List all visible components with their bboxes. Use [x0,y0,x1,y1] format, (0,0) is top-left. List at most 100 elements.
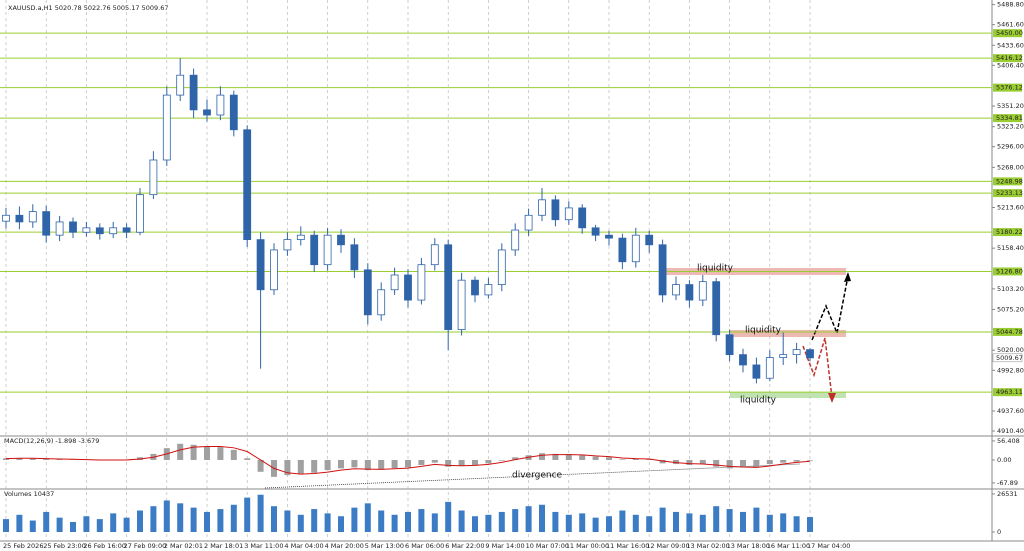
level-label: 5334.81 [996,114,1023,122]
volume-bar [740,511,746,532]
x-tick-label: 10 Mar 07:00 [526,542,569,550]
level-label-bg [993,189,1022,198]
volume-bar [405,511,411,532]
level-label: 5044.78 [996,328,1023,336]
x-tick-label: 17 Mar 04:00 [807,542,850,550]
volume-bar [807,517,813,532]
candle-body [283,239,292,251]
y-tick-label: 5020.00 [997,346,1024,354]
y-tick-label: 4910.40 [997,427,1024,435]
x-tick-label: 5 Mar 13:00 [365,542,404,550]
candle-body [243,129,252,241]
volume-bar [793,516,800,532]
y-tick-label: 0 [997,528,1001,536]
macd-bar [472,459,478,466]
macd-bar [659,459,666,464]
x-tick-label: 11 Mar 00:00 [566,542,609,550]
candle-body [765,357,774,379]
volume-bar [525,506,532,532]
candle-body [457,279,466,330]
volume-bar [284,510,291,532]
macd-bar [378,459,385,470]
macd-bar [418,459,425,466]
macd-bar [766,459,773,465]
macd-bar [458,459,465,467]
arrow-head [828,393,836,403]
candle-body [310,234,319,266]
candle-body [806,349,814,359]
macd-bar [686,459,693,466]
level-label-bg [993,114,1022,123]
volume-bar [137,510,143,532]
level-label: 5416.12 [996,54,1023,62]
candle-body [350,244,359,271]
volume-bar [472,516,478,532]
volume-bar [539,504,545,532]
volume-bar [606,516,612,532]
liquidity-zone [730,330,846,337]
volume-bar [646,516,653,532]
level-label: 4963.11 [996,388,1023,396]
candle-body [229,94,238,131]
macd-bar [740,459,746,468]
volume-bar [163,500,170,532]
y-tick-label: 5461.60 [997,21,1024,29]
macd-bar [619,459,626,460]
macd-bar [539,453,545,460]
macd-bar [699,459,706,465]
volume-bar [780,513,787,532]
y-tick-label: 0.00 [997,456,1011,464]
volume-bar [230,504,237,532]
level-label-bg [993,327,1022,336]
macd-bar [3,458,9,460]
y-tick-label: 5406.40 [997,61,1024,69]
volume-bar [565,514,572,532]
volume-bar [673,511,679,532]
macd-bar [177,443,184,460]
candle-body [471,279,479,296]
candle-body [551,199,560,221]
candle-body [725,334,734,356]
volume-bar [726,509,733,532]
candle-body [658,244,667,296]
candle-body [712,281,721,336]
candle-body [149,159,158,196]
candle-body [564,207,573,221]
macd-bar [43,458,50,460]
macd-bar [753,459,760,468]
macd-bar [606,457,612,460]
candle-body [511,229,520,251]
level-label: 5376.12 [996,84,1023,92]
signal-line [5,445,811,475]
macd-bar [793,459,800,462]
volume-bar [311,509,318,532]
macd-title: MACD(12,26,9) -1.898 -3.679 [4,437,99,445]
y-tick-label: 56.408 [997,437,1020,445]
volume-bar [70,521,76,532]
macd-bar [311,459,318,473]
macd-bar [324,459,331,471]
candle-body [484,284,493,296]
macd-bar [431,459,438,463]
candle-body [42,211,51,236]
candle-body [685,284,694,301]
macd-bar [713,459,720,467]
candle-body [497,249,506,285]
volume-bar [338,516,344,532]
volume-bar [431,513,438,532]
volume-bar [619,510,626,532]
candle-body [618,237,627,263]
y-tick-label: 26531 [997,490,1018,498]
level-label: 5126.80 [996,267,1023,275]
level-label: 5248.98 [996,177,1023,185]
level-label-bg [993,177,1022,186]
macd-bar [646,459,653,460]
volume-bar [592,517,599,532]
x-tick-label: 13 Mar 02:00 [686,542,729,550]
volume-bar [498,511,505,532]
volume-bar [83,516,90,532]
x-tick-label: 13 Mar 18:00 [727,542,770,550]
candle-body [122,227,131,233]
volume-bar [244,497,251,532]
x-tick-label: 6 Mar 06:00 [405,542,444,550]
